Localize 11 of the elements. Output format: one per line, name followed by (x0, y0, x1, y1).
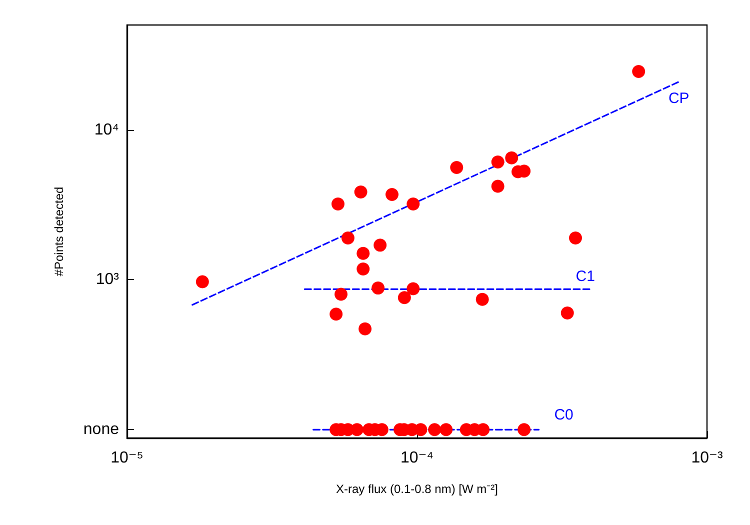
series-label: C0 (554, 406, 574, 424)
series-label: CP (668, 90, 690, 107)
x-axis-title: X-ray flux (0.1-0.8 nm) [W m⁻²] (336, 482, 498, 496)
y-tick-label: 10⁴ (94, 121, 120, 138)
x-tick-label: 10⁻⁵ (110, 450, 144, 466)
y-tick-label: none (83, 421, 120, 438)
y-axis-title: #Points detected (52, 186, 66, 276)
series-label: C1 (576, 268, 595, 286)
x-tick-label: 10⁻⁴ (400, 450, 434, 466)
y-tick-label: 10³ (96, 271, 120, 288)
x-tick-label: 10⁻³ (691, 450, 724, 466)
